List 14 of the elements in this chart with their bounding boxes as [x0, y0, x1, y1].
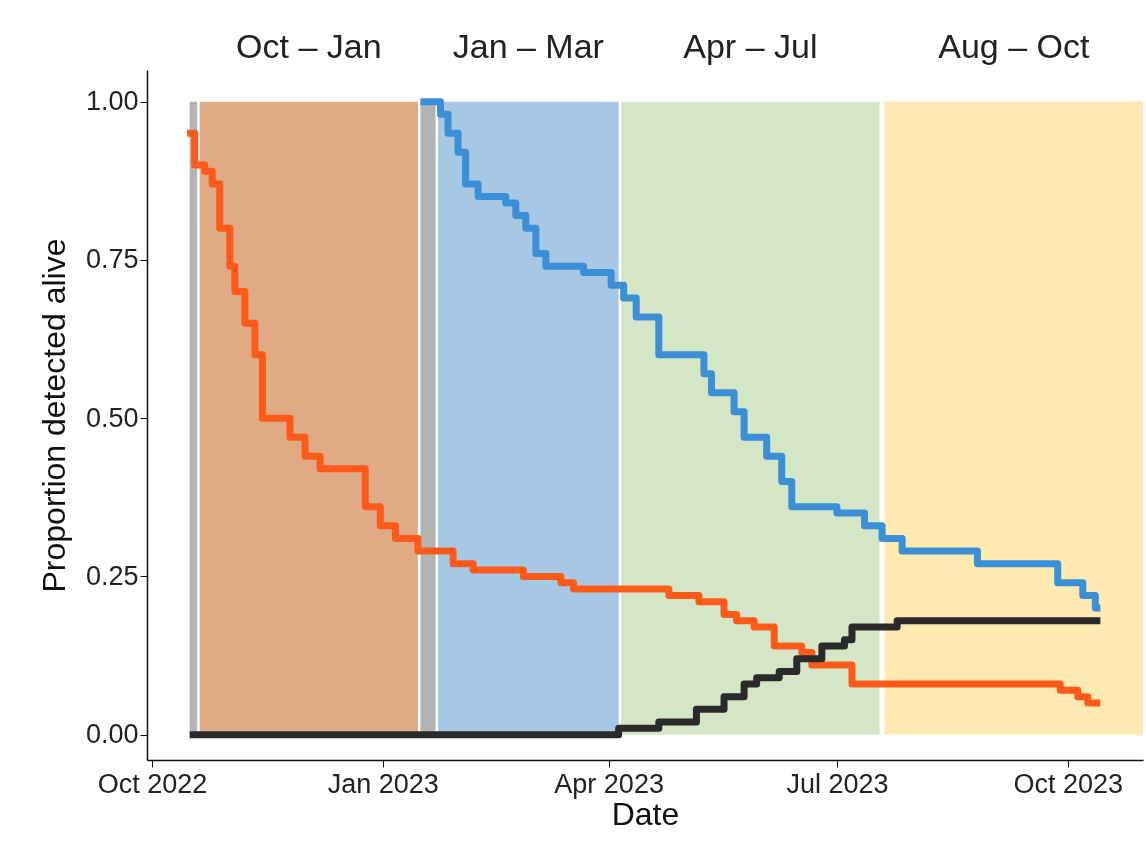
x-tick-label: Jul 2023: [786, 768, 889, 799]
y-tick-label: 0.50: [85, 402, 139, 433]
x-tick-label: Jan 2023: [327, 768, 439, 799]
band-label: Apr – Jul: [683, 27, 818, 65]
band-label: Jan – Mar: [452, 27, 604, 65]
y-tick-label: 0.00: [85, 719, 139, 750]
x-tick-label: Oct 2023: [1013, 768, 1124, 799]
band-label: Aug – Oct: [938, 27, 1090, 65]
x-tick-label: Oct 2022: [97, 768, 208, 799]
y-tick-label: 0.25: [85, 560, 139, 591]
y-tick-label: 1.00: [85, 86, 139, 117]
band-label: Oct – Jan: [236, 27, 382, 65]
y-tick-label: 0.75: [85, 244, 139, 275]
y-axis-title: Proportion detected alive: [35, 238, 72, 593]
